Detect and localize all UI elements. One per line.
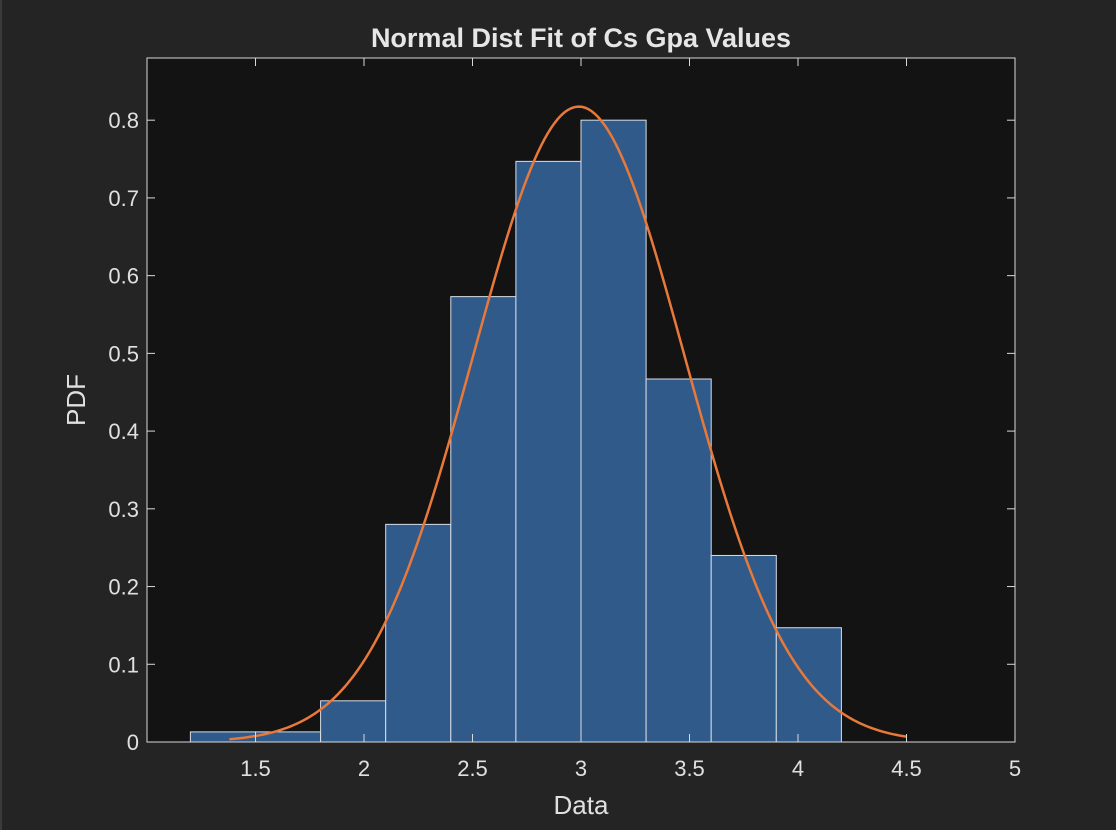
histogram-bar [385,523,452,743]
histogram-bars [189,119,842,743]
histogram-bar [775,627,842,743]
histogram-bar [320,700,387,743]
y-tick-label: 0.1 [108,652,139,677]
y-tick-label: 0.2 [108,575,139,600]
y-tick-label: 0.3 [108,497,139,522]
histogram-bar [515,160,582,743]
x-tick-label: 2.5 [457,756,488,781]
x-tick-label: 4.5 [891,756,922,781]
y-axis-label: PDF [61,374,91,426]
y-tick-label: 0.6 [108,264,139,289]
normal-fit-curve [229,105,907,741]
x-axis-label: Data [554,790,609,820]
x-tick-label: 3.5 [674,756,705,781]
x-tick-label: 3 [575,756,587,781]
chart-title: Normal Dist Fit of Cs Gpa Values [371,23,791,53]
x-tick-label: 5 [1009,756,1021,781]
y-tick-label: 0.5 [108,341,139,366]
y-tick-label: 0.4 [108,419,139,444]
x-tick-label: 1.5 [240,756,271,781]
histogram-bar [580,119,647,743]
histogram-bar [710,554,777,743]
x-axis-ticks: 1.5 2 2.5 3 3.5 4 4.5 5 [240,58,1021,781]
x-tick-label: 4 [792,756,804,781]
x-tick-label: 2 [358,756,370,781]
y-tick-label: 0 [127,730,139,755]
y-axis-ticks: 0 0.1 0.2 0.3 0.4 0.5 0.6 0.7 0.8 [108,108,1015,755]
histogram-bar [450,296,517,743]
y-tick-label: 0.7 [108,186,139,211]
y-tick-label: 0.8 [108,108,139,133]
histogram-bar [645,378,712,743]
